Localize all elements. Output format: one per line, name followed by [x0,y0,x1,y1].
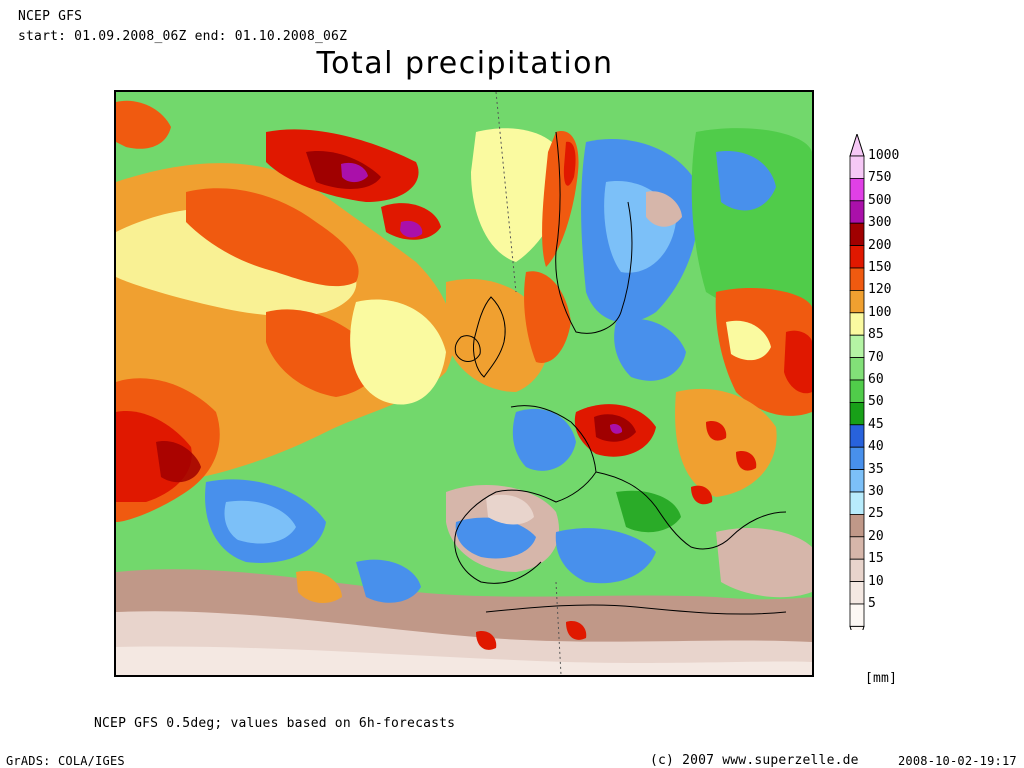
legend-label-50: 50 [868,394,884,410]
legend-label-40: 40 [868,439,884,455]
legend-label-10: 10 [868,573,884,589]
balkans-red-1 [706,421,727,441]
legend-label-200: 200 [868,237,892,253]
subtropical-lightblue [224,500,296,544]
software-credit: GrADS: COLA/IGES [6,754,125,768]
legend-swatch-15 [849,558,865,583]
legend-label-70: 70 [868,349,884,365]
legend-label-30: 30 [868,484,884,499]
legend-top-arrow [849,134,865,157]
legend-label-15: 15 [868,551,884,567]
legend-label-150: 150 [868,260,892,275]
greenland-purple [341,162,368,183]
atlantic-darkred-core [156,441,201,483]
period-label: start: 01.09.2008_06Z end: 01.10.2008_06… [18,29,348,44]
legend-swatch-60 [849,379,865,403]
iberia-blue [455,517,536,559]
meridian-lines [495,92,562,675]
legend-label-20: 20 [868,528,884,544]
legend-swatch-50 [849,401,865,426]
east-yellow-patch [726,320,771,361]
east-mediterranean-brown [716,527,812,598]
legend-label-100: 100 [868,304,892,320]
coastlines [454,131,787,615]
atlantic-red-north [186,188,359,287]
iberia-lightbrown [486,494,534,525]
east-darkred-edge [784,330,812,394]
balkans-red-2 [736,451,757,471]
alps-purple [610,423,623,434]
color-legend [849,134,865,630]
legend-swatch-200 [849,245,865,269]
legend-label-5: 5 [868,596,876,611]
legend-label-45: 45 [868,416,884,432]
norway-coast-darkred [563,141,576,186]
legend-swatch-120 [849,289,865,314]
iceland-purple [400,220,423,238]
legend-bottom-arrow [849,625,865,630]
legend-swatch-85 [849,334,865,358]
balkans-red-3 [691,485,713,505]
france-blue [512,408,576,471]
model-label: NCEP GFS [18,9,83,24]
legend-swatch-100 [849,312,865,336]
north-sea-orange [446,278,550,392]
africa-coast-red-2 [566,621,587,640]
north-africa-palest [116,646,812,675]
precipitation-map [114,90,814,677]
legend-swatch-70 [849,357,865,381]
legend-label-35: 35 [868,461,884,477]
baltic-blue [614,318,686,381]
unit-label: [mm] [865,671,898,686]
legend-swatch-45 [849,424,865,448]
legend-swatch-5 [849,603,865,627]
legend-label-500: 500 [868,192,892,208]
legend-label-25: 25 [868,506,884,522]
legend-swatch-750 [849,178,865,202]
legend-swatch-1000 [849,155,865,179]
legend-swatch-35 [849,469,865,493]
legend-swatch-30 [849,491,865,515]
legend-swatch-300 [849,222,865,246]
northwest-orange-edge [116,100,171,149]
mediterranean-green [616,490,681,533]
atlantic-yellow-band [116,208,357,317]
north-sea-red [524,271,571,363]
south-blue-patch [356,559,421,603]
legend-label-85: 85 [868,327,884,343]
east-blue-patch [716,151,776,211]
africa-coast-red-1 [476,631,497,650]
map-title: Total precipitation [316,46,614,81]
copyright: (c) 2007 www.superzelle.de [650,753,859,768]
legend-swatch-150 [849,267,865,291]
east-europe-green [691,128,812,316]
scandinavia-brown [646,191,682,227]
legend-label-60: 60 [868,372,884,387]
legend-swatch-20 [849,536,865,560]
timestamp: 2008-10-02-19:17 [898,754,1017,768]
legend-label-120: 120 [868,282,892,298]
legend-swatch-40 [849,446,865,471]
mediterranean-blue [555,528,656,584]
legend-label-300: 300 [868,215,892,231]
legend-swatch-10 [849,581,865,605]
legend-label-750: 750 [868,170,892,186]
south-orange-patch [296,570,342,604]
legend-label-1000: 1000 [868,148,900,163]
legend-swatch-500 [849,200,865,224]
data-note: NCEP GFS 0.5deg; values based on 6h-fore… [94,716,456,731]
central-atlantic-yellow [350,299,446,405]
legend-swatch-25 [849,513,865,538]
